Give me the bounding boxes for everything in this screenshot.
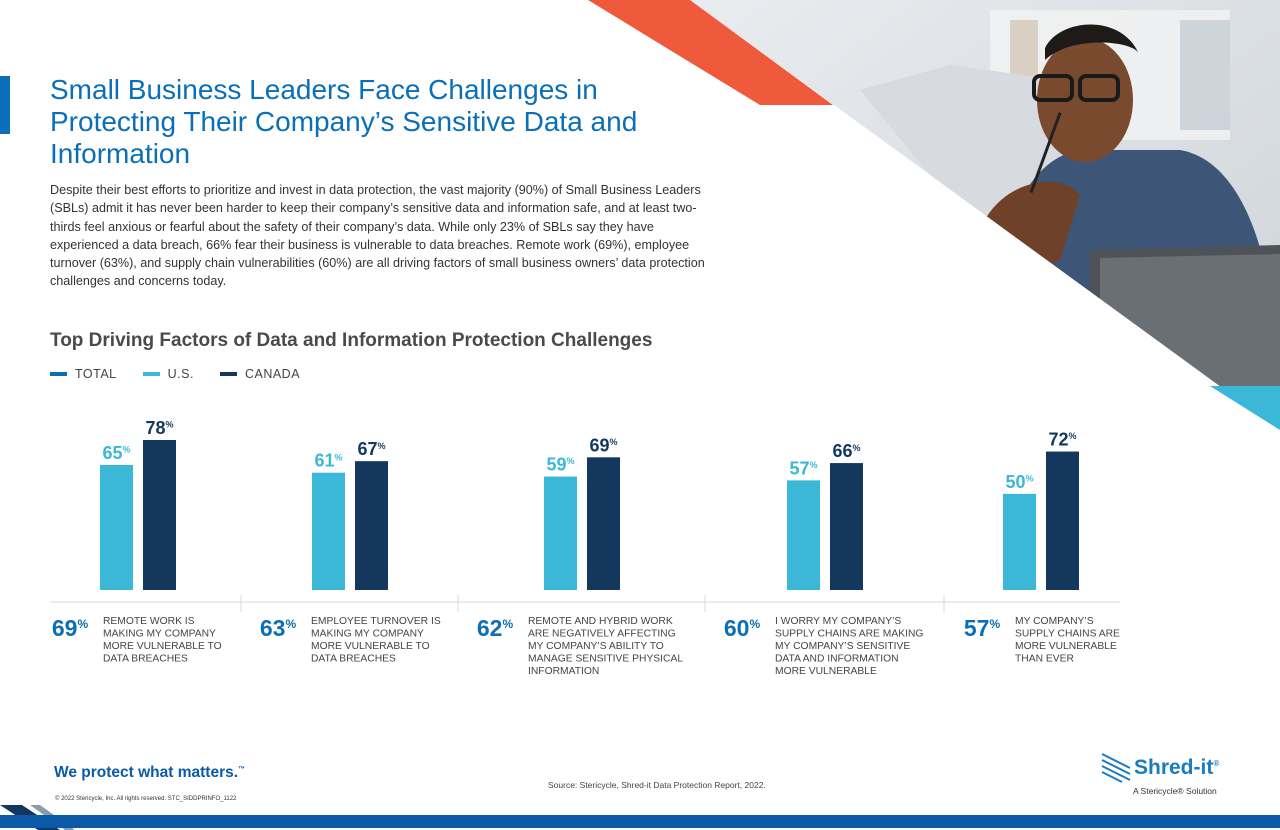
category-label-4-line-4: DATA AND INFORMATION <box>775 654 899 665</box>
total-value-5-unit: % <box>989 617 1000 631</box>
data-label-canada-3: 69% <box>589 435 617 455</box>
data-label-canada-1: 78% <box>145 418 173 438</box>
category-label-1: REMOTE WORK IS MAKING MY COMPANY MORE VULN… <box>103 616 222 665</box>
shred-it-stripes-icon <box>1101 753 1131 783</box>
footer-tagline-text: We protect what matters. <box>54 764 239 781</box>
chart-legend: TOTAL U.S. CANADA <box>50 367 300 381</box>
bar-canada-3 <box>587 457 620 590</box>
logo-subtitle: A Stericycle® Solution <box>1133 786 1217 796</box>
data-label-canada-4-unit: % <box>853 443 861 453</box>
legend-swatch-us <box>142 372 160 376</box>
data-label-us-3: 59% <box>546 455 574 475</box>
data-label-us-5: 50% <box>1005 472 1033 492</box>
data-label-canada-1-unit: % <box>166 420 174 430</box>
total-value-5: 57% <box>964 615 1001 641</box>
logo-wordmark-text: Shred-it <box>1134 756 1214 779</box>
data-label-us-5-unit: % <box>1026 474 1034 484</box>
data-label-canada-2-unit: % <box>378 441 386 451</box>
category-label-1-line-2: MAKING MY COMPANY <box>103 629 216 640</box>
category-label-1-line-3: MORE VULNERABLE TO <box>103 641 222 652</box>
legend-label-total: TOTAL <box>75 367 117 381</box>
category-label-5: MY COMPANY’S SUPPLY CHAINS ARE MORE VULNER… <box>1015 616 1120 665</box>
bar-us-5 <box>1003 493 1036 590</box>
category-label-3-line-3: MY COMPANY’S ABILITY TO <box>528 641 664 652</box>
bar-us-2 <box>312 472 345 590</box>
category-label-3-line-2: ARE NEGATIVELY AFFECTING <box>528 629 676 640</box>
legend-item-canada: CANADA <box>219 367 301 381</box>
total-value-2-unit: % <box>285 617 296 631</box>
category-label-2-line-2: MAKING MY COMPANY <box>311 629 424 640</box>
category-label-3: REMOTE AND HYBRID WORK ARE NEGATIVELY AFF… <box>528 616 683 677</box>
bar-canada-5 <box>1046 451 1079 590</box>
legend-swatch-canada <box>219 372 237 376</box>
logo-registered-mark: ® <box>1213 759 1220 768</box>
category-label-3-line-5: INFORMATION <box>528 666 599 677</box>
category-label-2-line-1: EMPLOYEE TURNOVER IS <box>311 616 441 627</box>
bar-us-4 <box>787 480 820 590</box>
data-label-us-1-unit: % <box>123 445 131 455</box>
bar-us-1 <box>100 465 133 590</box>
category-label-4: I WORRY MY COMPANY’S SUPPLY CHAINS ARE MA… <box>775 616 923 677</box>
category-label-4-line-3: MY COMPANY’S SENSITIVE <box>775 641 910 652</box>
footer-band <box>0 815 1280 828</box>
category-label-4-line-2: SUPPLY CHAINS ARE MAKING <box>775 629 923 640</box>
title-accent-bar <box>0 76 10 134</box>
category-label-2-line-3: MORE VULNERABLE TO <box>311 641 430 652</box>
legend-item-total: TOTAL <box>50 367 117 381</box>
chart-title: Top Driving Factors of Data and Informat… <box>50 330 653 351</box>
data-label-canada-2: 67% <box>357 439 385 459</box>
bar-canada-1 <box>143 440 176 590</box>
data-label-canada-3-unit: % <box>610 437 618 447</box>
category-label-1-line-1: REMOTE WORK IS <box>103 616 195 627</box>
category-label-5-line-1: MY COMPANY’S <box>1015 616 1094 627</box>
data-label-us-4-unit: % <box>810 460 818 470</box>
total-value-1-unit: % <box>77 617 88 631</box>
total-value-3: 62% <box>477 615 514 641</box>
data-label-us-1: 65% <box>102 443 130 463</box>
logo-wordmark: Shred-it® <box>1134 756 1219 780</box>
category-label-2-line-4: DATA BREACHES <box>311 654 396 665</box>
total-value-4-unit: % <box>749 617 760 631</box>
legend-label-us: U.S. <box>167 367 194 381</box>
category-label-5-line-3: MORE VULNERABLE <box>1015 641 1117 652</box>
legend-item-us: U.S. <box>142 367 194 381</box>
trademark-mark: ™ <box>238 765 246 773</box>
hero-graphic <box>588 0 1280 430</box>
data-label-us-2: 61% <box>314 451 342 471</box>
category-label-3-line-4: MANAGE SENSITIVE PHYSICAL <box>528 654 683 665</box>
bar-chart: 65% 78% 69% REMOTE WORK IS MAKING MY COMPANY… <box>50 418 1120 677</box>
data-label-canada-4: 66% <box>832 441 860 461</box>
data-label-us-2-unit: % <box>335 452 343 462</box>
total-value-2: 63% <box>260 615 297 641</box>
intro-paragraph: Despite their best efforts to prioritize… <box>50 183 705 289</box>
copyright-text: © 2022 Stericycle, Inc. All rights reser… <box>55 796 237 802</box>
data-label-canada-5: 72% <box>1048 430 1076 450</box>
total-value-3-unit: % <box>502 617 513 631</box>
category-label-5-line-4: THAN EVER <box>1015 654 1074 665</box>
category-label-3-line-1: REMOTE AND HYBRID WORK <box>528 616 673 627</box>
shred-it-logo: Shred-it® A Stericycle® Solution <box>1100 750 1240 800</box>
source-note: Source: Stericycle, Shred-it Data Protec… <box>548 780 766 790</box>
category-label-4-line-5: MORE VULNERABLE <box>775 666 877 677</box>
category-label-5-line-2: SUPPLY CHAINS ARE <box>1015 629 1120 640</box>
category-label-2: EMPLOYEE TURNOVER IS MAKING MY COMPANY MOR… <box>311 616 441 665</box>
category-label-4-line-1: I WORRY MY COMPANY’S <box>775 616 901 627</box>
data-label-us-3-unit: % <box>567 456 575 466</box>
legend-label-canada: CANADA <box>244 367 301 381</box>
bar-canada-2 <box>355 461 388 590</box>
bar-us-3 <box>544 476 577 590</box>
total-value-1: 69% <box>52 615 89 641</box>
legend-swatch-total <box>50 372 67 376</box>
data-label-canada-5-unit: % <box>1069 431 1077 441</box>
total-value-4: 60% <box>724 615 761 641</box>
page-title: Small Business Leaders Face Challenges i… <box>50 74 638 169</box>
category-label-1-line-4: DATA BREACHES <box>103 654 188 665</box>
data-label-us-4: 57% <box>789 458 817 478</box>
footer-tagline: We protect what matters.™ <box>54 764 245 782</box>
bar-canada-4 <box>830 463 863 590</box>
